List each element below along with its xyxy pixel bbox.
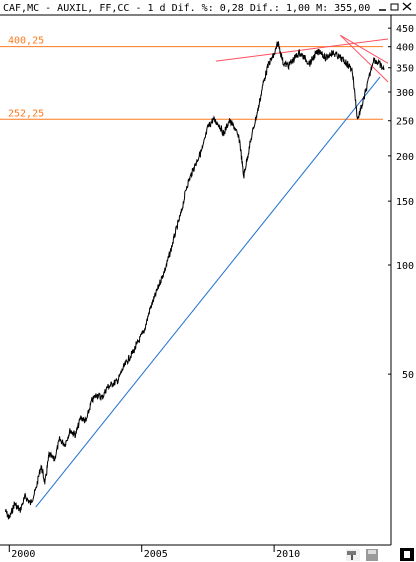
y-tick-labels: 450 400 350 300 250 200 150 100 50 <box>388 24 414 381</box>
chart-title: CAF,MC - AUXIL, FF,CC - 1 d Dif. %: 0,28… <box>3 3 370 14</box>
minimize-icon[interactable] <box>377 2 388 11</box>
hammer-icon[interactable] <box>346 549 360 561</box>
y-tick-label-3: 300 <box>396 88 414 99</box>
x-tick-label-1: 2005 <box>144 549 168 560</box>
x-tick-labels: 2000 2005 2010 <box>8 545 300 560</box>
y-tick-label-4: 250 <box>396 117 414 128</box>
x-tick-label-0: 2000 <box>11 549 35 560</box>
y-tick-label-0: 450 <box>396 24 414 35</box>
levels-layer: 400,25 252,25 <box>0 36 383 120</box>
price-line <box>4 40 385 520</box>
y-tick-label-8: 50 <box>402 370 414 381</box>
trendlines-layer <box>35 34 389 508</box>
y-tick-label-6: 150 <box>396 197 414 208</box>
x-tick-label-2: 2010 <box>276 549 300 560</box>
resistance-trendline-1[interactable] <box>215 38 389 62</box>
resistance-trendline-3[interactable] <box>340 34 389 64</box>
y-tick-label-1: 400 <box>396 43 414 54</box>
level-label-1: 252,25 <box>8 108 44 119</box>
support-trendline[interactable] <box>35 76 381 508</box>
price-series-layer <box>4 40 385 520</box>
level-label-0: 400,25 <box>8 36 44 47</box>
y-tick-label-5: 200 <box>396 152 414 163</box>
info-icon[interactable] <box>400 548 414 561</box>
restore-icon[interactable] <box>389 2 400 11</box>
save-icon[interactable] <box>366 549 378 561</box>
y-tick-label-2: 350 <box>396 64 414 75</box>
close-icon[interactable] <box>401 2 413 11</box>
y-tick-label-7: 100 <box>396 261 414 272</box>
resistance-trendline-2[interactable] <box>339 34 389 83</box>
